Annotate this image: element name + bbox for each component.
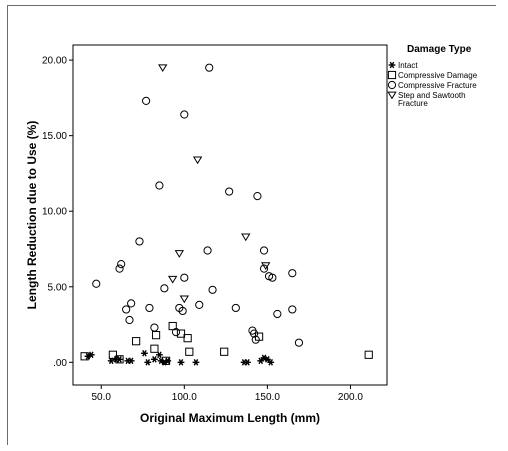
- point-compressive-fracture: [127, 299, 136, 308]
- legend-label: Compressive Damage: [398, 71, 478, 80]
- y-axis: .00 5.00 10.00 15.00 20.00: [42, 56, 73, 369]
- point-intact: [192, 359, 200, 366]
- point-compressive-fracture: [142, 96, 151, 106]
- point-compressive-fracture: [259, 264, 269, 273]
- point-intact: [141, 349, 148, 357]
- chart-frame: [7, 5, 496, 445]
- point-intact: [116, 356, 123, 363]
- point-compressive-damage: [185, 347, 194, 356]
- point-compressive-fracture: [251, 335, 260, 344]
- legend-label: Step and Sawtooth: [398, 91, 466, 100]
- x-tick-label: 150.0: [255, 392, 280, 403]
- point-intact: [244, 359, 251, 366]
- point-compressive-fracture: [135, 237, 144, 246]
- y-tick-label: 20.00: [42, 56, 67, 67]
- y-tick-label: .00: [53, 358, 67, 369]
- point-compressive-fracture: [150, 323, 159, 332]
- point-compressive-damage: [161, 356, 171, 365]
- plot-area: [72, 44, 388, 386]
- legend-item-compressive-damage: Compressive Damage: [387, 70, 478, 80]
- point-compressive-fracture: [178, 306, 187, 316]
- data-points: [80, 63, 373, 366]
- point-compressive-damage: [364, 350, 373, 359]
- point-compressive-fracture: [249, 329, 259, 338]
- point-compressive-fracture: [115, 264, 124, 273]
- legend-label: Fracture: [398, 99, 428, 108]
- point-intact: [177, 359, 185, 366]
- x-tick-label: 100.0: [172, 392, 197, 403]
- point-compressive-fracture: [253, 192, 262, 201]
- legend-label: Compressive Fracture: [398, 81, 477, 90]
- legend-marker-compressive-damage: [387, 70, 397, 80]
- legend-item-compressive-fracture: Compressive Fracture: [387, 80, 477, 90]
- x-tick-label: 200.0: [338, 392, 363, 403]
- point-compressive-fracture: [122, 305, 131, 314]
- point-compressive-fracture: [231, 303, 240, 313]
- x-tick-label: 50.0: [92, 392, 112, 403]
- point-compressive-fracture: [225, 187, 234, 196]
- point-compressive-damage: [151, 331, 161, 340]
- point-compressive-damage: [132, 337, 141, 346]
- point-compressive-fracture: [180, 110, 189, 119]
- point-compressive-fracture: [294, 338, 304, 347]
- point-compressive-fracture: [268, 273, 277, 282]
- point-step-and-sawtooth-fracture: [174, 250, 185, 258]
- point-compressive-damage: [80, 352, 89, 361]
- point-compressive-fracture: [208, 285, 217, 294]
- x-axis: 50.0 100.0 150.0 200.0: [92, 385, 363, 403]
- y-tick-label: 15.00: [42, 131, 67, 142]
- legend-marker-intact: [388, 61, 396, 69]
- point-step-and-sawtooth-fracture: [241, 233, 251, 242]
- point-step-and-sawtooth-fracture: [167, 275, 178, 284]
- point-compressive-fracture: [92, 279, 101, 288]
- legend-marker-compressive-fracture: [387, 80, 397, 90]
- point-intact: [144, 359, 152, 366]
- y-axis-title: Length Reduction due to Use (%): [25, 121, 39, 310]
- point-compressive-fracture: [125, 315, 134, 325]
- y-tick-label: 5.00: [48, 282, 68, 293]
- legend-title: Damage Type: [407, 44, 472, 55]
- point-step-and-sawtooth-fracture: [179, 295, 189, 304]
- point-compressive-fracture: [259, 246, 269, 255]
- legend-label: Intact: [398, 61, 418, 70]
- point-compressive-fracture: [171, 328, 181, 337]
- point-compressive-fracture: [180, 273, 189, 282]
- point-compressive-fracture: [160, 284, 169, 293]
- point-intact: [151, 356, 158, 363]
- point-compressive-fracture: [273, 309, 282, 319]
- point-compressive-damage: [183, 334, 192, 343]
- point-compressive-fracture: [195, 300, 204, 310]
- point-compressive-damage: [220, 347, 229, 356]
- point-step-and-sawtooth-fracture: [261, 262, 271, 271]
- point-intact: [127, 357, 135, 365]
- point-compressive-fracture: [203, 246, 212, 255]
- point-compressive-damage: [115, 355, 124, 364]
- legend-marker-step-and-sawtooth-fracture: [387, 91, 397, 100]
- x-axis-title: Original Maximum Length (mm): [140, 411, 320, 425]
- point-compressive-damage: [168, 321, 177, 331]
- point-compressive-fracture: [145, 303, 154, 313]
- point-intact: [87, 351, 95, 359]
- point-compressive-damage: [150, 344, 159, 353]
- point-intact: [267, 359, 275, 366]
- point-compressive-fracture: [288, 269, 297, 278]
- point-compressive-fracture: [117, 260, 126, 269]
- point-compressive-fracture: [205, 63, 214, 72]
- y-tick-label: 10.00: [42, 207, 67, 218]
- point-step-and-sawtooth-fracture: [192, 156, 203, 165]
- point-step-and-sawtooth-fracture: [158, 64, 168, 73]
- point-compressive-fracture: [288, 305, 297, 314]
- point-compressive-fracture: [155, 181, 164, 190]
- point-compressive-damage: [108, 350, 117, 359]
- legend-item-intact: Intact: [388, 61, 418, 70]
- point-compressive-damage: [176, 329, 186, 338]
